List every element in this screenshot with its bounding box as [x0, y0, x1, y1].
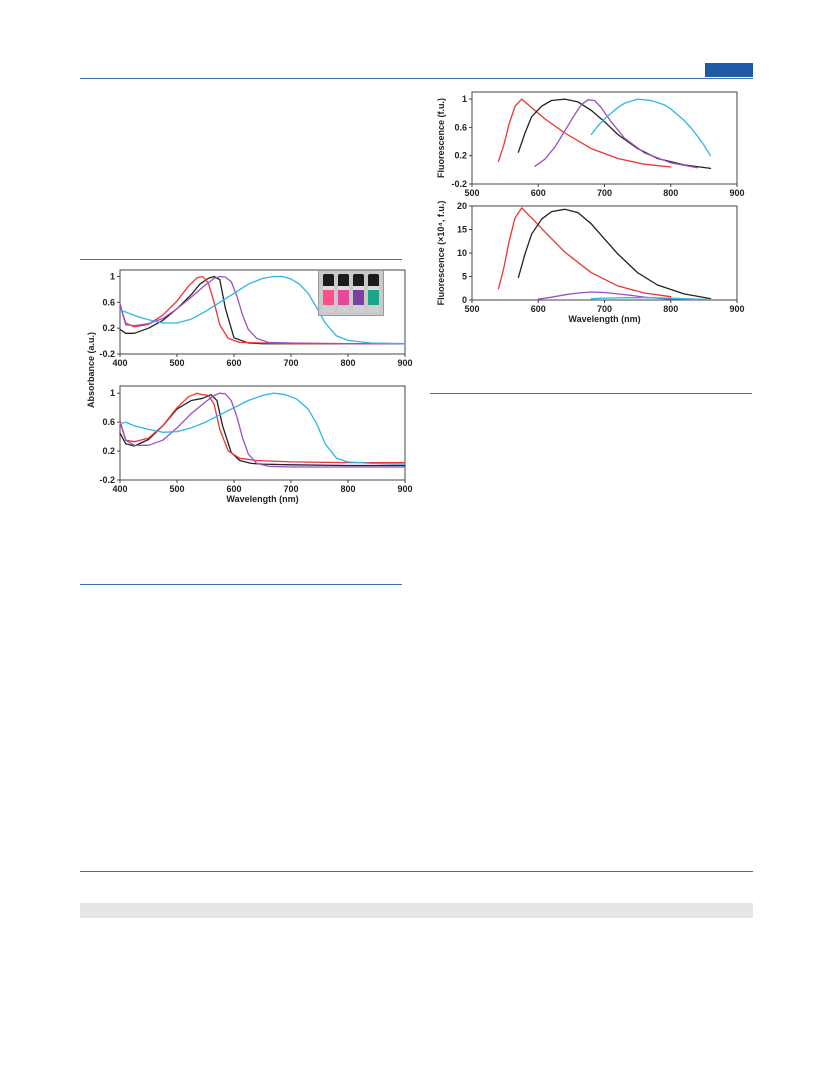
y-tick-label: 0.2: [102, 323, 115, 333]
x-tick-label: 800: [663, 304, 678, 314]
series-line-4: [119, 275, 406, 345]
vial-2: [338, 274, 349, 312]
header-tab-block: [705, 63, 753, 77]
series-line-2: [517, 208, 712, 300]
y-tick-label: 1: [462, 94, 467, 104]
section-rule-left-2: [80, 584, 402, 585]
header-rule: [80, 78, 753, 79]
x-tick-label: 900: [397, 484, 412, 494]
y-tick-label: 15: [457, 225, 467, 235]
y-tick-label: 0: [462, 295, 467, 305]
footer-rule: [80, 871, 753, 872]
x-tick-label: 400: [112, 484, 127, 494]
absorbance-bottom-chart: 400 500 600 700 800 900 1 0.6 0.2 -0.2 Wavelength …: [99, 385, 413, 504]
section-rule-left-1: [80, 259, 402, 260]
x-tick-label: 500: [169, 358, 184, 368]
x-tick-label: 500: [169, 484, 184, 494]
y-tick-label: 0.6: [454, 122, 467, 132]
x-tick-label: 800: [663, 188, 678, 198]
series-line-2: [517, 98, 712, 170]
y-tick-label: -0.2: [99, 349, 115, 359]
y-tick-label: 0.6: [102, 297, 115, 307]
x-axis-label: Wavelength (nm): [226, 494, 298, 504]
y-tick-label: 0.2: [102, 446, 115, 456]
absorbance-top-chart: 400 500 600 700 800 900 1 0.6 0.2 -0.2: [99, 269, 413, 368]
x-tick-label: 600: [226, 484, 241, 494]
y-tick-label: -0.2: [99, 475, 115, 485]
absorbance-ylabel-svg: Absorbance (a.u.): [86, 332, 96, 408]
y-tick-label: 0.6: [102, 417, 115, 427]
x-tick-label: 700: [597, 304, 612, 314]
absorbance-ylabel: Absorbance (a.u.): [86, 332, 96, 408]
section-rule-right: [430, 393, 752, 394]
x-tick-label: 600: [531, 304, 546, 314]
vial-4: [368, 274, 379, 312]
y-tick-label: 20: [457, 201, 467, 211]
series-line-1: [497, 98, 672, 168]
y-tick-label: 1: [110, 271, 115, 281]
series-line-3: [119, 275, 406, 345]
series-line-2: [119, 275, 406, 345]
fluorescence-top-chart: 500 600 700 800 900 1 0.6 0.2 -0.2 Fluorescence (…: [436, 91, 745, 198]
x-tick-label: 800: [340, 484, 355, 494]
x-tick-label: 700: [283, 358, 298, 368]
x-tick-label: 500: [464, 188, 479, 198]
x-tick-label: 800: [340, 358, 355, 368]
y-axis-label: Fluorescence (f.u.): [436, 98, 446, 178]
series-line-3: [119, 392, 406, 468]
series-line-4: [590, 297, 712, 301]
series-line-2: [119, 392, 406, 464]
plot-frame: [471, 205, 738, 301]
fluorescence-bottom-chart: 500 600 700 800 900 20 15 10 5 0 Wavelength (nm) Fl…: [436, 201, 745, 324]
x-tick-label: 600: [531, 188, 546, 198]
x-axis-label: Wavelength (nm): [568, 314, 640, 324]
x-tick-label: 900: [397, 358, 412, 368]
y-tick-label: 5: [462, 272, 467, 282]
y-tick-label: 0.2: [454, 151, 467, 161]
y-tick-label: -0.2: [451, 179, 467, 189]
x-tick-label: 900: [729, 188, 744, 198]
y-tick-label: 1: [110, 388, 115, 398]
footer-gray-band: [80, 903, 753, 918]
x-tick-label: 400: [112, 358, 127, 368]
x-tick-label: 700: [597, 188, 612, 198]
y-tick-label: 10: [457, 248, 467, 258]
vial-3: [353, 274, 364, 312]
plot-frame: [119, 269, 406, 355]
x-tick-label: 900: [729, 304, 744, 314]
x-tick-label: 600: [226, 358, 241, 368]
y-axis-label: Fluorescence (×10⁴, f.u.): [436, 201, 446, 306]
vial-1: [323, 274, 334, 312]
x-tick-label: 500: [464, 304, 479, 314]
inset-vials-photo: [318, 270, 384, 316]
series-line-4: [119, 392, 406, 465]
plot-frame: [471, 91, 738, 185]
series-line-4: [590, 98, 712, 157]
x-tick-label: 700: [283, 484, 298, 494]
series-line-1: [497, 207, 672, 298]
series-line-3: [534, 99, 698, 169]
series-line-1: [119, 394, 406, 467]
